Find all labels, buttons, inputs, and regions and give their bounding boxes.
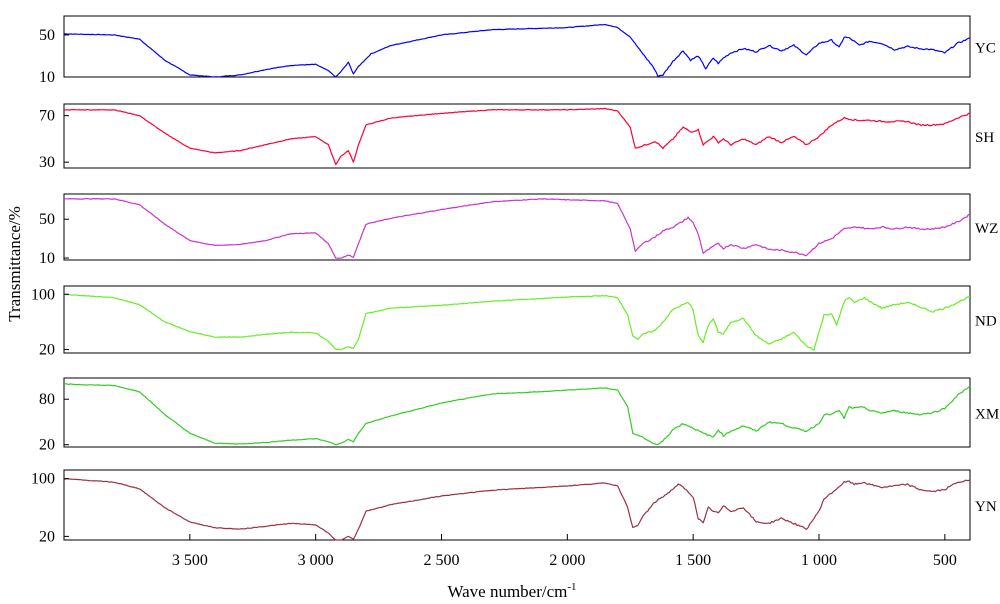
panel-frame-yc	[63, 15, 971, 78]
panel-frame-yn	[63, 469, 971, 541]
x-tick-label: 500	[933, 552, 957, 569]
y-tick-label-wz: 10	[39, 250, 55, 267]
series-label-yn: YN	[975, 499, 997, 515]
series-label-xm: XM	[975, 407, 999, 423]
x-tick-label: 2 500	[424, 552, 460, 569]
panel-nd: 20 100 ND	[31, 285, 997, 359]
panel-xm: 20 80 XM	[39, 377, 999, 454]
series-label-yc: YC	[975, 41, 996, 57]
spectrum-line-yc	[64, 24, 971, 78]
y-tick-label-xm: 80	[39, 391, 55, 408]
x-axis-label-superscript: -1	[567, 581, 576, 593]
series-label-wz: WZ	[975, 221, 998, 237]
x-tick-label: 1 000	[801, 552, 837, 569]
spectrum-line-sh	[64, 107, 971, 166]
panel-frame-xm	[63, 377, 971, 448]
y-tick-label-sh: 30	[39, 154, 55, 171]
y-tick-label-sh: 70	[39, 108, 55, 125]
spectrum-line-yn	[63, 478, 971, 541]
spectra-panels: 10 50 YC 30 70 SH 10 50 WZ 20 100 ND 20 80 XM 20 100 YN	[31, 15, 999, 545]
x-axis-label: Wave number/cm-1	[447, 581, 576, 601]
y-tick-label-nd: 100	[31, 286, 55, 303]
panel-wz: 10 50 WZ	[39, 193, 998, 267]
y-tick-label-yn: 20	[39, 528, 55, 545]
panel-frame-nd	[63, 285, 971, 354]
spectrum-line-nd	[63, 293, 971, 351]
x-axis: 3 500 3 000 2 500 2 000 1 500 1 000 500	[172, 534, 957, 569]
spectrum-line-xm	[63, 383, 971, 446]
x-axis-label-text: Wave number/cm	[447, 582, 567, 601]
series-label-nd: ND	[975, 314, 997, 330]
y-tick-label-wz: 50	[39, 211, 55, 228]
y-tick-label-nd: 20	[39, 342, 55, 359]
x-tick-label: 1 500	[675, 552, 711, 569]
spectrum-line-wz	[63, 198, 971, 259]
y-tick-label-xm: 20	[39, 437, 55, 454]
series-label-sh: SH	[975, 130, 994, 146]
y-axis-label: Transmittance/%	[5, 206, 24, 322]
x-tick-label: 2 000	[549, 552, 585, 569]
x-tick-label: 3 000	[298, 552, 334, 569]
x-tick-label: 3 500	[172, 552, 208, 569]
panel-frame-sh	[63, 103, 971, 169]
y-tick-label-yn: 100	[31, 471, 55, 488]
panel-yc: 10 50 YC	[39, 15, 996, 86]
y-tick-label-yc: 10	[39, 69, 55, 86]
y-tick-label-yc: 50	[39, 27, 55, 44]
panel-sh: 30 70 SH	[39, 103, 994, 171]
panel-yn: 20 100 YN	[31, 469, 997, 545]
panel-frame-wz	[63, 193, 971, 261]
